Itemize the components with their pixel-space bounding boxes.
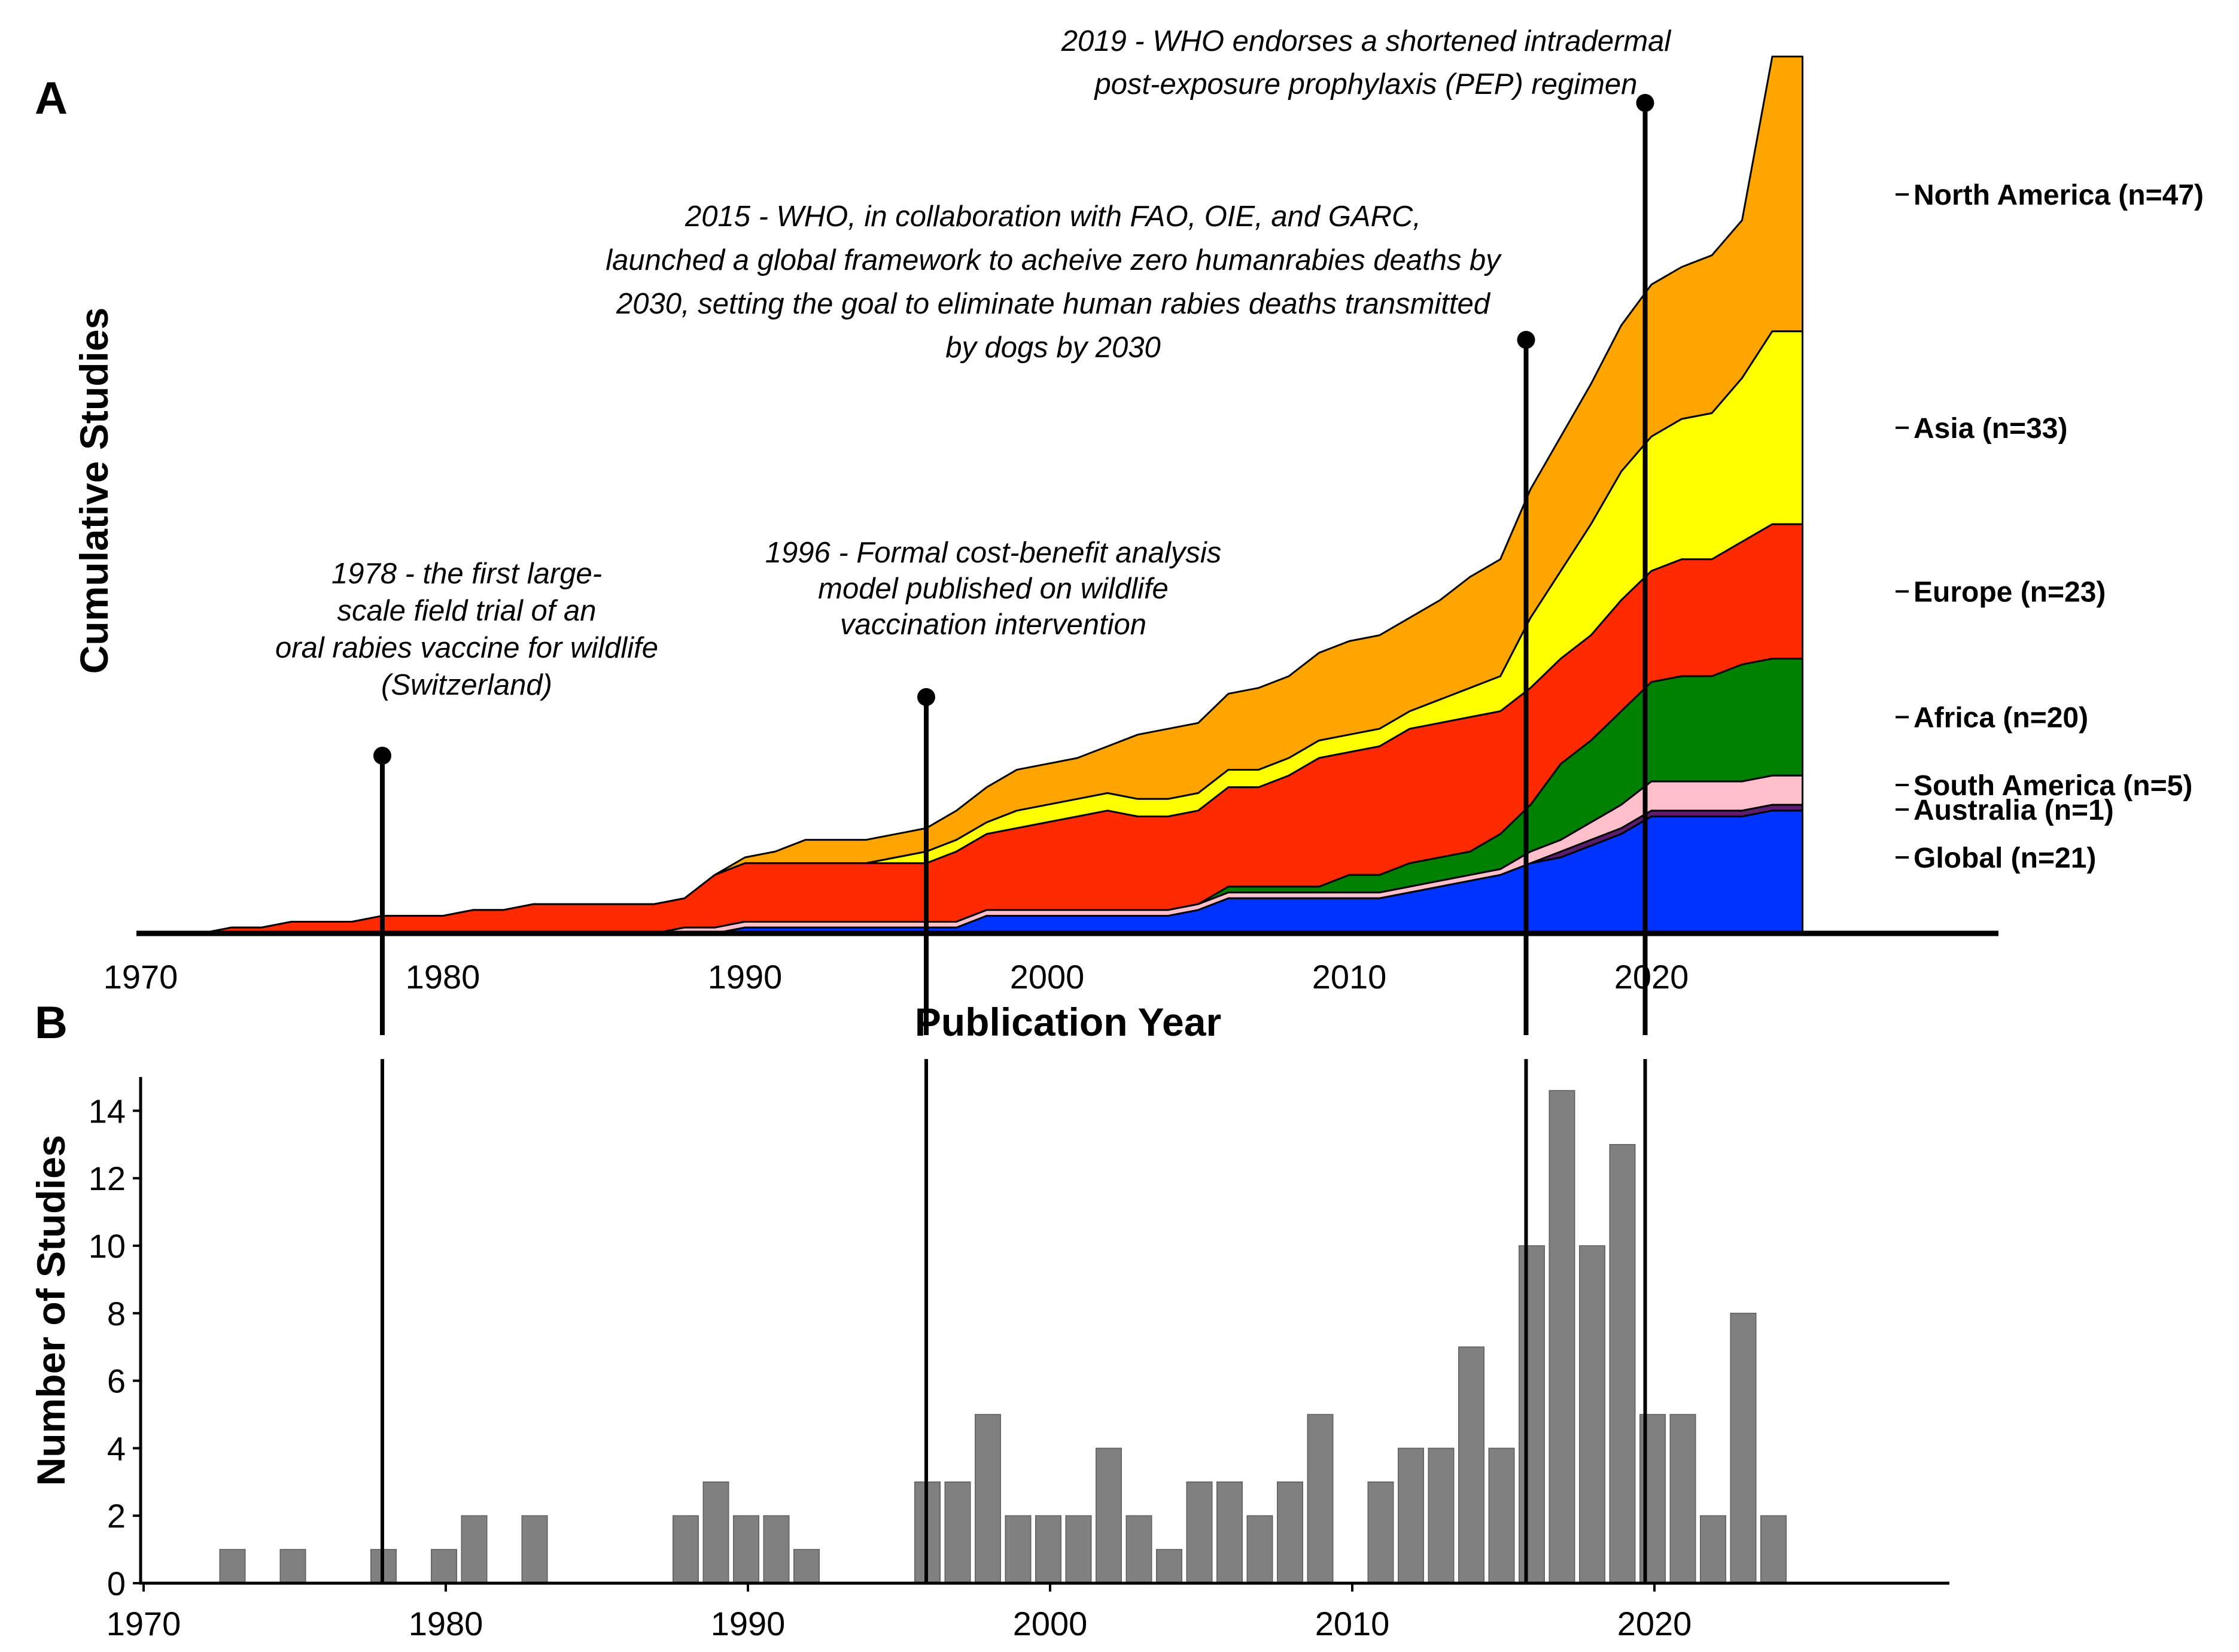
bar <box>1005 1515 1032 1584</box>
y-tick-label: 2 <box>107 1497 126 1535</box>
panel-b-event-lines <box>381 1059 1647 1583</box>
bar <box>733 1515 759 1584</box>
x-tick-label: 1970 <box>104 958 178 996</box>
bar <box>1277 1481 1303 1584</box>
bar <box>702 1481 729 1584</box>
panel-a-region-labels: Global (n=21) Australia (n=1)South Americ… <box>1896 180 2204 874</box>
bar <box>673 1515 699 1584</box>
y-tick-label: 0 <box>107 1565 126 1602</box>
x-tick-label: 1990 <box>711 1605 786 1642</box>
bar <box>1035 1515 1061 1584</box>
x-tick-label: 1980 <box>409 1605 483 1642</box>
bar <box>461 1515 488 1584</box>
bar <box>1549 1090 1575 1584</box>
panel-a-x-axis-title: Publication Year <box>915 1000 1221 1044</box>
bar <box>1730 1313 1757 1584</box>
panel-a-letter: A <box>35 73 68 124</box>
bar <box>1458 1346 1484 1584</box>
event-marker-dot <box>917 688 935 706</box>
bar <box>279 1548 306 1584</box>
region-label: Europe (n=23) <box>1914 576 2106 608</box>
x-tick-label: 2020 <box>1614 958 1689 996</box>
y-tick-label: 12 <box>89 1160 126 1197</box>
region-label: North America (n=47) <box>1914 180 2204 211</box>
region-label: South America (n=5) <box>1914 770 2192 802</box>
y-tick-label: 10 <box>89 1227 126 1265</box>
event-marker-dot <box>1517 331 1535 349</box>
bar <box>1125 1515 1152 1584</box>
y-tick-label: 14 <box>89 1092 126 1130</box>
panel-a-y-axis-title: Cumulative Studies <box>72 308 116 674</box>
bar <box>1760 1515 1787 1584</box>
bar <box>431 1548 457 1584</box>
panel-b-letter: B <box>35 997 68 1048</box>
panel-b-axes <box>139 1077 1949 1585</box>
bar <box>793 1548 820 1584</box>
x-tick-label: 1970 <box>107 1605 181 1642</box>
bar <box>944 1481 971 1584</box>
event-annotation: 2019 - WHO endorses a shortened intrader… <box>1061 25 1672 101</box>
bar <box>1519 1245 1545 1584</box>
bar <box>1065 1515 1092 1584</box>
panel-b-tick-labels: 0 2 4 6 8 10 12 14 1970 1980 1990 2000 2010 2020 <box>89 1092 1692 1642</box>
bar <box>1700 1515 1726 1584</box>
bar <box>1669 1414 1696 1584</box>
bar <box>763 1515 790 1584</box>
bar <box>1367 1481 1394 1584</box>
x-tick-label: 1990 <box>708 958 783 996</box>
region-label: Australia (n=1) <box>1914 795 2114 826</box>
bar <box>521 1515 548 1584</box>
event-annotation: 1996 - Formal cost-benefit analysis model… <box>765 537 1222 641</box>
x-tick-label: 2000 <box>1013 1605 1088 1642</box>
bar <box>219 1548 246 1584</box>
x-tick-label: 2020 <box>1617 1605 1692 1642</box>
event-marker-dot <box>1636 94 1654 112</box>
panel-a-event-markers <box>373 94 1654 1035</box>
bar <box>1096 1447 1122 1584</box>
bar <box>1488 1447 1515 1584</box>
event-annotation: 1978 - the first large-scale field trial… <box>275 558 658 701</box>
x-tick-label: 1980 <box>406 958 480 996</box>
x-tick-label: 2010 <box>1312 958 1387 996</box>
x-tick-label: 2000 <box>1010 958 1085 996</box>
bar <box>1156 1548 1182 1584</box>
bar <box>1609 1144 1636 1584</box>
bar <box>1216 1481 1243 1584</box>
bar <box>975 1414 1001 1584</box>
panel-b-y-axis-title: Number of Studies <box>29 1135 73 1486</box>
y-tick-label: 4 <box>107 1429 126 1467</box>
x-tick-label: 2010 <box>1315 1605 1390 1642</box>
event-marker-dot <box>373 747 391 765</box>
region-label: Global (n=21) <box>1914 842 2096 874</box>
bar <box>1307 1414 1334 1584</box>
panel-b-bars <box>219 1090 1787 1584</box>
bar <box>1579 1245 1605 1584</box>
bar <box>1186 1481 1213 1584</box>
bar <box>1398 1447 1424 1584</box>
panel-a-annotations: 1978 - the first large-scale field trial… <box>275 25 1671 701</box>
bar <box>1246 1515 1273 1584</box>
region-label: Africa (n=20) <box>1914 702 2088 734</box>
bar <box>1428 1447 1455 1584</box>
event-annotation: 2015 - WHO, in collaboration with FAO, O… <box>606 200 1502 364</box>
region-label: Asia (n=33) <box>1914 413 2067 445</box>
y-tick-label: 8 <box>107 1295 126 1332</box>
panel-a-x-tick-labels: 1970 1980 1990 2000 2010 2020 <box>104 958 1689 996</box>
panel-a-stacked-areas <box>200 56 1803 935</box>
y-tick-label: 6 <box>107 1362 126 1400</box>
